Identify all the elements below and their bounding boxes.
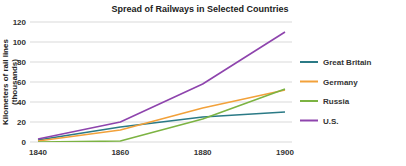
y-tick-label: 120: [13, 18, 27, 27]
series-line: [38, 90, 285, 141]
legend-label: Russia: [323, 97, 350, 106]
series-line: [38, 32, 285, 139]
legend-swatch: [300, 100, 318, 102]
series-line: [38, 89, 285, 142]
x-tick-label: 1880: [194, 148, 212, 157]
legend-label: Germany: [323, 78, 358, 87]
y-tick-label: 100: [13, 38, 27, 47]
legend-swatch: [300, 61, 318, 63]
y-axis-label-line: Kilometers of rail lines: [1, 39, 10, 125]
legend-label: U.S.: [323, 117, 339, 126]
grid-line: [30, 22, 292, 23]
legend-swatch: [300, 81, 318, 83]
grid-line: [30, 82, 292, 83]
legend-label: Great Britain: [323, 58, 372, 67]
chart: Spread of Railways in Selected Countries…: [0, 0, 406, 166]
y-tick-label: 20: [17, 118, 26, 127]
grid-line: [30, 42, 292, 43]
title: Spread of Railways in Selected Countries: [111, 4, 288, 14]
series-group: [38, 32, 285, 142]
x-tick-label: 1860: [111, 148, 129, 157]
legend-swatch: [300, 120, 318, 122]
x-tick-label: 1840: [29, 148, 47, 157]
chart-root: Spread of Railways in Selected Countries…: [0, 0, 406, 166]
y-tick-label: 60: [17, 78, 26, 87]
grid-line: [30, 62, 292, 63]
y-tick-label: 0: [22, 138, 27, 147]
x-tick-label: 1900: [276, 148, 294, 157]
y-tick-label: 80: [17, 58, 26, 67]
y-tick-label: 40: [17, 98, 26, 107]
